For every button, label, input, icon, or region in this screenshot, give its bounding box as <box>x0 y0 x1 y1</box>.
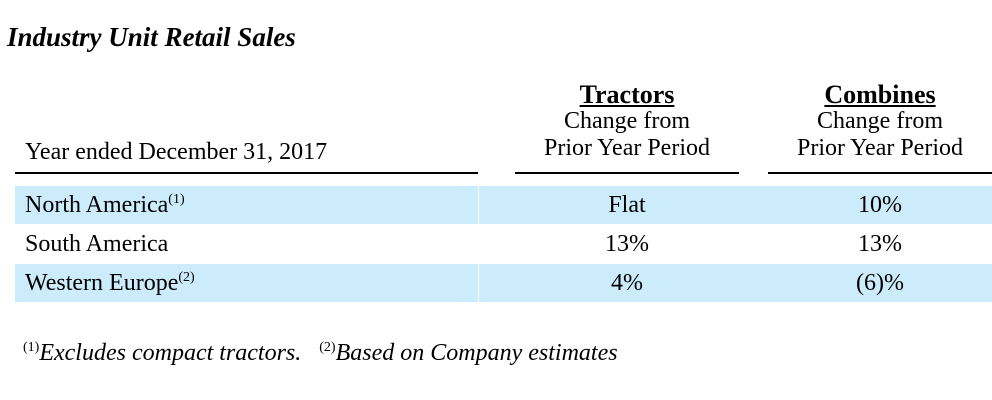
region-cell: Western Europe(2) <box>25 264 195 302</box>
table-row: North America(1) Flat 10% <box>15 186 992 224</box>
footnote-mark: (2) <box>319 340 336 355</box>
footnote-ref: (1) <box>168 192 185 207</box>
column-subheading: Change from <box>817 108 943 134</box>
tractors-cell: 4% <box>611 270 643 296</box>
column-subheading: Prior Year Period <box>797 135 963 161</box>
region-name: South America <box>25 231 169 257</box>
region-name: Western Europe <box>25 270 179 296</box>
combines-cell: 10% <box>858 192 902 218</box>
tractors-cell: 13% <box>605 231 649 257</box>
table-title: Industry Unit Retail Sales <box>7 22 296 52</box>
column-header-combines: Combines Change from Prior Year Period <box>768 81 992 162</box>
column-subheading: Prior Year Period <box>544 135 710 161</box>
tractors-cell: Flat <box>608 192 646 218</box>
column-header-tractors: Tractors Change from Prior Year Period <box>515 81 739 162</box>
column-heading: Tractors <box>579 80 675 109</box>
row-shade <box>15 264 478 302</box>
region-cell: South America <box>25 225 168 263</box>
row-shade <box>479 186 992 224</box>
footnote-text: Excludes compact tractors. <box>39 340 302 366</box>
table-row: South America 13% 13% <box>15 225 992 263</box>
column-subheading: Change from <box>564 108 690 134</box>
header-rule <box>768 172 992 174</box>
region-cell: North America(1) <box>25 186 185 224</box>
footnote-text: Based on Company estimates <box>335 340 618 366</box>
footnotes: (1)Excludes compact tractors. (2)Based o… <box>23 340 618 367</box>
row-shade <box>15 186 478 224</box>
footnote-ref: (2) <box>178 270 195 285</box>
column-heading: Combines <box>824 80 936 109</box>
combines-cell: (6)% <box>856 270 904 296</box>
footnote-mark: (1) <box>23 340 40 355</box>
region-name: North America <box>25 192 169 218</box>
table-row: Western Europe(2) 4% (6)% <box>15 264 992 302</box>
year-label: Year ended December 31, 2017 <box>25 139 328 165</box>
header-rule <box>15 172 478 174</box>
header-rule <box>515 172 739 174</box>
row-shade <box>479 264 992 302</box>
combines-cell: 13% <box>858 231 902 257</box>
